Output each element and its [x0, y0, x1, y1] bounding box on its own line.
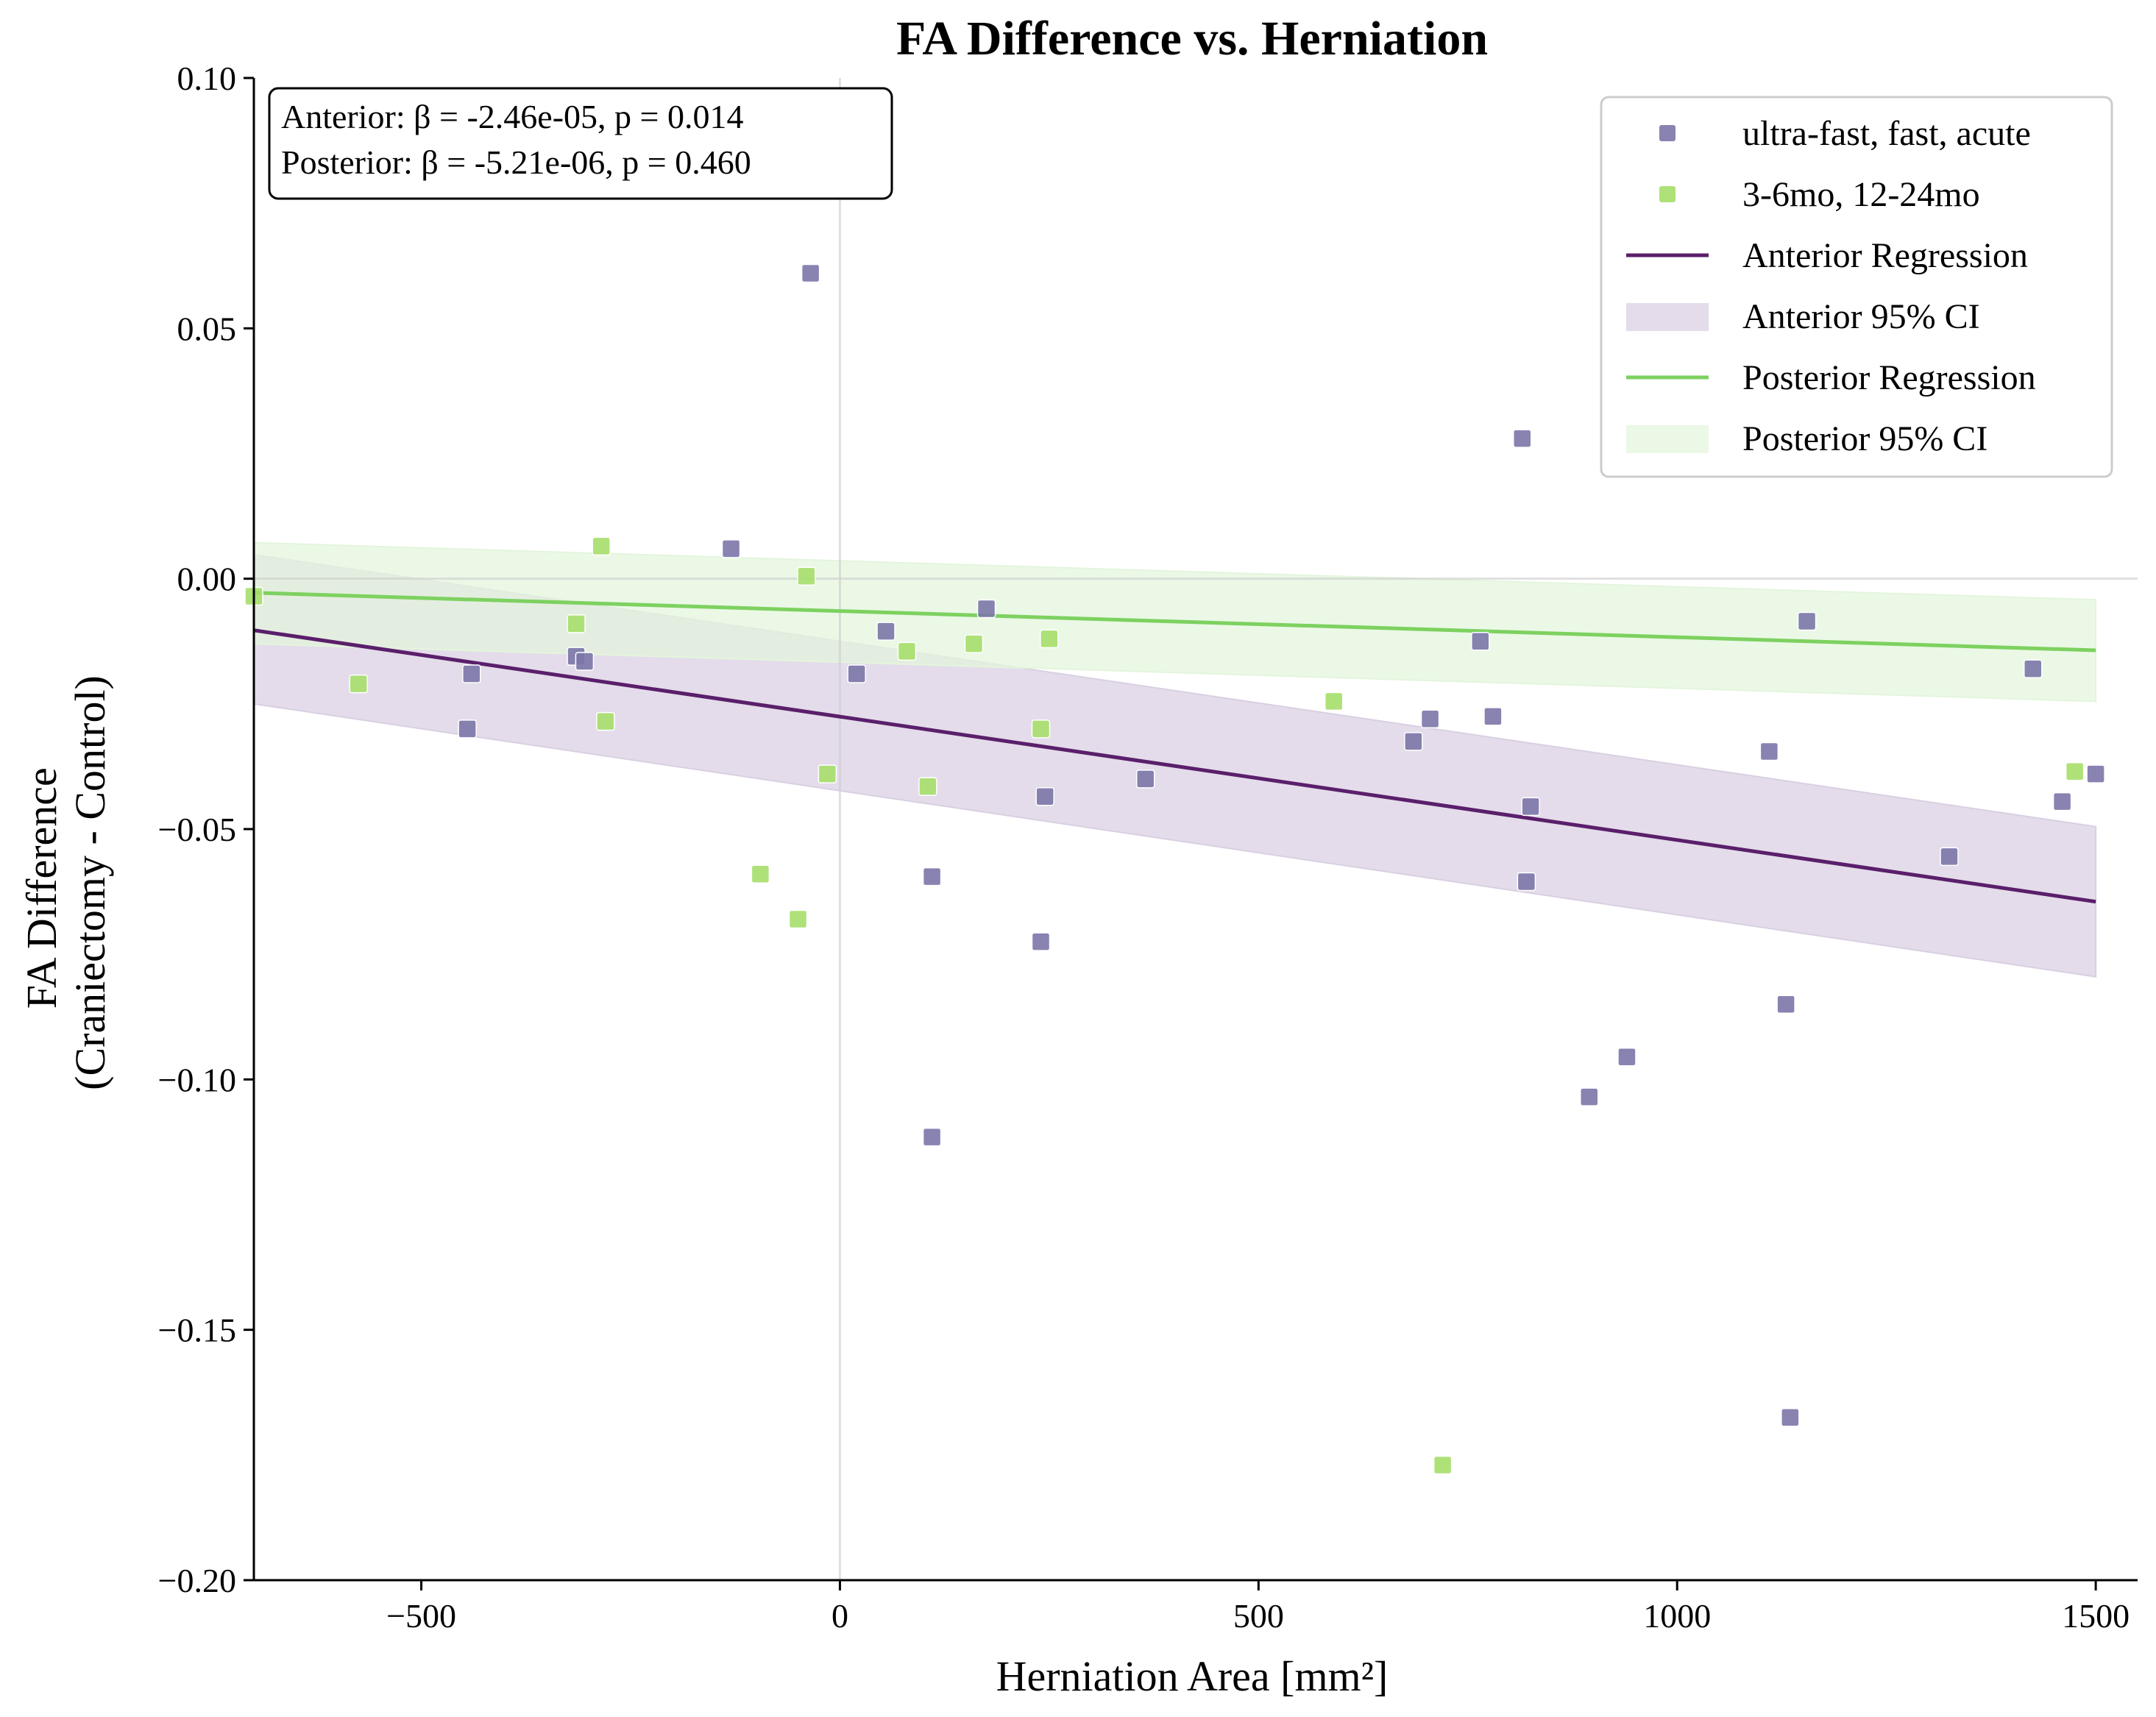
- stats-box: Anterior: β = -2.46e-05, p = 0.014 Poste…: [268, 87, 893, 200]
- chronic-point: [751, 864, 770, 884]
- acute-point: [1035, 787, 1054, 806]
- legend-acute-label: ultra-fast, fast, acute: [1742, 114, 2031, 153]
- acute-point: [462, 664, 481, 683]
- y-tick-label: 0.05: [177, 310, 237, 347]
- y-axis-title-line-1: FA Difference: [18, 767, 65, 1009]
- acute-point: [1471, 632, 1490, 651]
- x-tick-label: 500: [1233, 1597, 1284, 1635]
- acute-point: [1797, 611, 1817, 631]
- acute-point: [721, 539, 741, 558]
- x-tick-label: 1500: [2062, 1597, 2130, 1635]
- x-tick-label: −500: [386, 1597, 456, 1635]
- legend-chronic-label: 3-6mo, 12-24mo: [1742, 175, 1980, 214]
- y-axis-ticks: 0.10 0.05 0.00 −0.05 −0.10 −0.15 −0.20: [158, 60, 254, 1599]
- chronic-point: [918, 777, 937, 796]
- acute-point: [1781, 1408, 1800, 1427]
- confidence-bands: [253, 541, 2097, 978]
- stats-posterior: Posterior: β = -5.21e-06, p = 0.460: [281, 143, 751, 181]
- anterior-regression-line: [253, 628, 2096, 904]
- x-axis-ticks: −500 0 500 1000 1500: [386, 1580, 2130, 1635]
- acute-point: [922, 867, 942, 886]
- chronic-point: [1324, 692, 1344, 711]
- acute-point: [1517, 872, 1536, 892]
- y-axis-title-line-2: (Craniectomy - Control): [66, 675, 114, 1090]
- chronic-point: [818, 764, 837, 783]
- chronic-point: [788, 909, 808, 929]
- acute-point: [1135, 769, 1155, 789]
- acute-point: [1776, 995, 1795, 1014]
- acute-point: [1580, 1087, 1599, 1106]
- stats-box-frame: [268, 87, 893, 200]
- stats-anterior: Anterior: β = -2.46e-05, p = 0.014: [281, 98, 743, 135]
- legend-anterior-ci-label: Anterior 95% CI: [1742, 297, 1980, 336]
- y-tick-label: −0.15: [158, 1312, 236, 1349]
- chronic-point: [1031, 719, 1051, 739]
- chronic-point: [897, 641, 917, 661]
- acute-point: [922, 1127, 942, 1147]
- legend-anterior-regression-label: Anterior Regression: [1742, 236, 2028, 275]
- y-tick-label: 0.10: [177, 60, 237, 97]
- acute-point: [847, 664, 866, 683]
- reference-lines: [254, 78, 2138, 1580]
- acute-point: [801, 263, 820, 283]
- chart-title: FA Difference vs. Herniation: [896, 12, 1488, 65]
- chronic-point: [1433, 1455, 1453, 1475]
- legend-frame: [1600, 96, 2113, 478]
- chronic-point: [2065, 761, 2085, 781]
- acute-point: [876, 622, 896, 641]
- legend-chronic-marker: [1659, 186, 1675, 202]
- acute-point: [1420, 709, 1440, 729]
- legend-posterior-regression-label: Posterior Regression: [1742, 358, 2036, 397]
- legend-anterior-ci-swatch: [1626, 303, 1709, 331]
- y-tick-label: −0.20: [158, 1562, 236, 1599]
- chronic-point: [1040, 629, 1059, 649]
- acute-point: [1404, 732, 1423, 751]
- legend-posterior-ci-label: Posterior 95% CI: [1742, 419, 1987, 458]
- y-tick-label: −0.10: [158, 1061, 236, 1098]
- chronic-point: [349, 674, 368, 694]
- chronic-point: [797, 566, 816, 586]
- acute-point: [458, 719, 477, 739]
- posterior-regression-line: [253, 591, 2096, 653]
- acute-point: [1521, 797, 1540, 817]
- acute-point: [2024, 659, 2043, 678]
- legend-acute-marker: [1659, 125, 1675, 141]
- x-tick-label: 1000: [1643, 1597, 1711, 1635]
- acute-point: [1940, 847, 1959, 867]
- chronic-point: [567, 614, 586, 633]
- acute-point: [2052, 792, 2072, 811]
- x-tick-label: 0: [831, 1597, 848, 1635]
- acute-point: [2086, 764, 2105, 783]
- legend: ultra-fast, fast, acute 3-6mo, 12-24mo Ant…: [1600, 96, 2113, 478]
- y-axis-title: FA Difference (Craniectomy - Control): [18, 675, 114, 1090]
- chronic-point: [596, 711, 615, 731]
- regression-lines: [253, 591, 2096, 904]
- x-axis-title: Herniation Area [mm²]: [996, 1652, 1389, 1700]
- legend-posterior-ci-swatch: [1626, 425, 1709, 453]
- acute-point: [1617, 1047, 1636, 1067]
- acute-point: [575, 652, 595, 671]
- acute-point: [1512, 429, 1532, 448]
- acute-point: [1483, 707, 1503, 726]
- y-tick-label: 0.00: [177, 561, 237, 598]
- chronic-point: [964, 634, 984, 653]
- y-tick-label: −0.05: [158, 811, 236, 848]
- acute-point: [976, 599, 996, 619]
- acute-point: [1759, 742, 1779, 761]
- acute-point: [1031, 932, 1051, 951]
- scatter-points: [244, 263, 2105, 1475]
- chronic-point: [592, 536, 611, 556]
